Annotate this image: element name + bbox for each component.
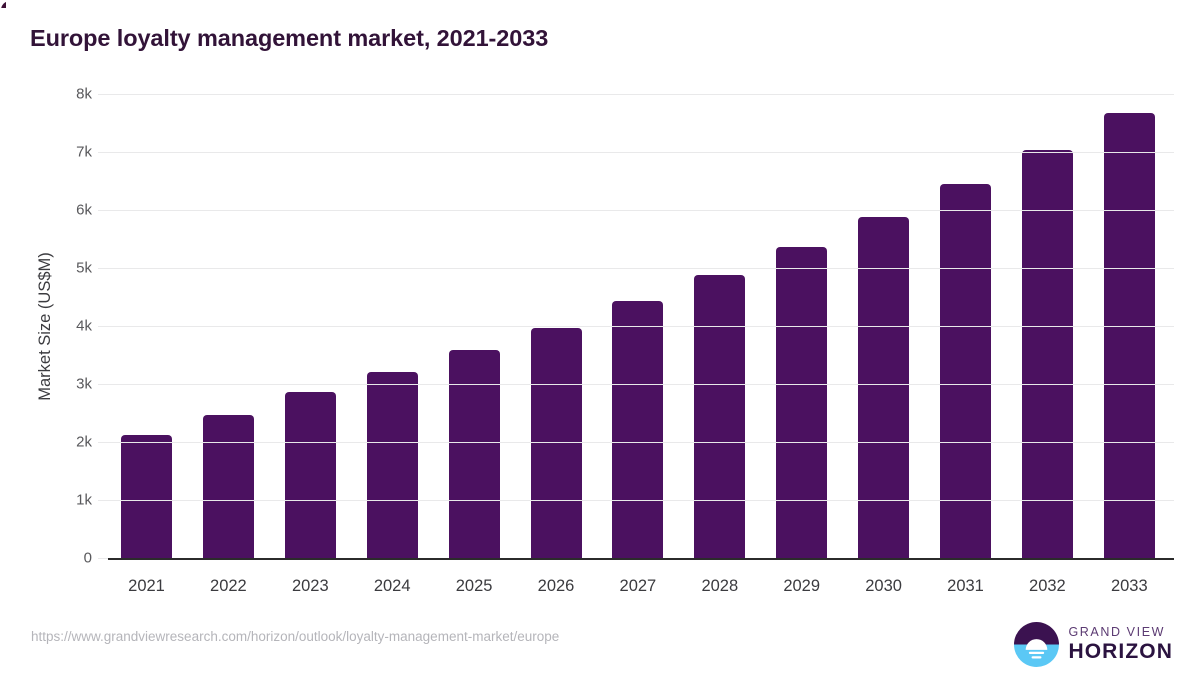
- bar-2021[interactable]: [121, 435, 172, 558]
- gridline: [108, 442, 1174, 443]
- bar-series: [108, 94, 1174, 558]
- plot-area: 0 1k 2k 3k 4k 5k 6k 7k 8k 2021 2022 2023 2024 2025 202…: [76, 86, 1174, 595]
- x-axis-line: [108, 558, 1174, 560]
- bar-2024[interactable]: [366, 371, 418, 558]
- brand-logo-text: GRAND VIEW HORIZON: [1068, 626, 1173, 663]
- y-axis-tick-label: 7k: [76, 143, 92, 161]
- y-axis-tick-label: 2k: [76, 433, 92, 451]
- y-axis-tick-mark: [98, 500, 108, 501]
- y-axis-tick-label: 6k: [76, 201, 92, 219]
- gridline: [108, 94, 1174, 95]
- card-corner-marker: [1, 1, 6, 8]
- bar-2026[interactable]: [530, 328, 582, 558]
- x-axis-tick-label-2022: 2022: [210, 577, 247, 595]
- y-axis-tick-label: 0: [83, 549, 92, 567]
- brand-logo: GRAND VIEW HORIZON: [1014, 621, 1173, 667]
- y-axis-tick-mark: [98, 442, 108, 443]
- y-axis-tick-mark: [98, 558, 108, 559]
- y-axis-title: Market Size (US$M): [34, 94, 56, 558]
- source-url[interactable]: https://www.grandviewresearch.com/horizo…: [31, 629, 560, 644]
- bar-2032[interactable]: [1021, 150, 1073, 558]
- gridline: [108, 152, 1174, 153]
- y-axis-tick-label: 3k: [76, 375, 92, 393]
- gridline: [108, 210, 1174, 211]
- bar-2028[interactable]: [694, 274, 746, 558]
- x-axis-tick-label-2031: 2031: [947, 577, 984, 595]
- page-title: Europe loyalty management market, 2021-2…: [30, 25, 549, 51]
- gridline: [108, 268, 1174, 269]
- gridline: [108, 384, 1174, 385]
- x-axis-tick-label-2029: 2029: [783, 577, 821, 595]
- bar-2033[interactable]: [1103, 113, 1155, 558]
- y-axis-tick-mark: [98, 268, 108, 269]
- y-axis-tick-label: 1k: [76, 491, 92, 509]
- x-axis-tick-label-2033: 2033: [1110, 577, 1148, 595]
- y-axis-tick-mark: [98, 152, 108, 153]
- x-axis-tick-label-2027: 2027: [619, 577, 657, 595]
- x-axis-tick-label-2024: 2024: [373, 577, 411, 595]
- gridline: [108, 500, 1174, 501]
- bar-2029[interactable]: [776, 246, 828, 558]
- x-axis-tick-label-2030: 2030: [865, 577, 902, 595]
- bar-2031[interactable]: [940, 184, 991, 558]
- gridline: [108, 326, 1174, 327]
- y-axis-title-text: Market Size (US$M): [35, 251, 54, 401]
- x-axis-tick-label-2021: 2021: [128, 577, 165, 595]
- y-axis-tick-mark: [98, 210, 108, 211]
- y-axis-tick-label: 5k: [76, 259, 92, 277]
- y-axis-tick-label: 4k: [76, 317, 92, 335]
- grand-view-horizon-sun-icon: [1014, 621, 1060, 667]
- bar-2025[interactable]: [448, 350, 500, 558]
- x-axis-tick-label-2025: 2025: [455, 577, 493, 595]
- y-axis-tick-mark: [98, 326, 108, 327]
- y-axis-tick-mark: [98, 384, 108, 385]
- bar-2023[interactable]: [284, 391, 336, 558]
- bar-2027[interactable]: [612, 301, 664, 558]
- y-axis-tick-mark: [98, 94, 108, 95]
- x-axis-tick-label-2026: 2026: [537, 577, 575, 595]
- y-axis-tick-label: 8k: [76, 85, 92, 103]
- x-axis-tick-label-2028: 2028: [701, 577, 739, 595]
- brand-logo-line-top: GRAND VIEW: [1068, 624, 1166, 639]
- bar-2022[interactable]: [202, 415, 254, 558]
- bar-2030[interactable]: [858, 216, 910, 558]
- x-axis-tick-label-2023: 2023: [291, 577, 329, 595]
- x-axis-tick-label-2032: 2032: [1029, 577, 1066, 595]
- brand-logo-line-bottom: HORIZON: [1068, 640, 1173, 664]
